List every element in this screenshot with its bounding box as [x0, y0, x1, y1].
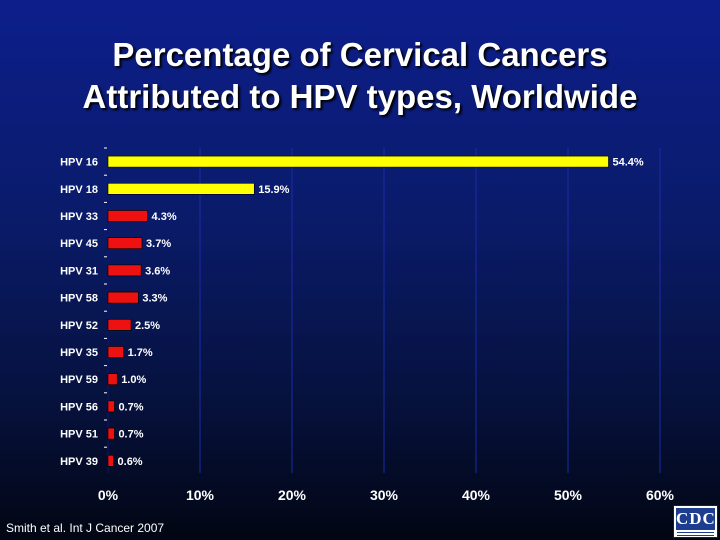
cdc-logo: CDC: [673, 505, 718, 538]
category-label: HPV 51: [60, 429, 98, 441]
cdc-logo-rule: [677, 532, 714, 533]
category-label: HPV 16: [60, 157, 98, 169]
value-label: 15.9%: [258, 184, 289, 196]
source-citation: Smith et al. Int J Cancer 2007: [6, 521, 165, 535]
category-label: HPV 18: [60, 184, 98, 196]
category-label: HPV 31: [60, 265, 98, 277]
value-label: 4.3%: [152, 211, 177, 223]
bar: [107, 210, 148, 222]
x-tick-label: 60%: [646, 487, 675, 503]
bar: [107, 454, 114, 467]
category-label: HPV 58: [60, 293, 98, 305]
x-tick-label: 30%: [370, 487, 399, 503]
bar: [107, 373, 118, 386]
x-tick-label: 40%: [462, 487, 491, 503]
value-label: 2.5%: [135, 320, 160, 332]
category-label: HPV 52: [60, 320, 98, 332]
category-label: HPV 56: [60, 401, 98, 413]
bar: [107, 318, 132, 331]
category-label: HPV 35: [60, 347, 98, 359]
value-label: 54.4%: [612, 157, 643, 169]
bar: [107, 400, 115, 413]
bar: [107, 237, 143, 249]
value-label: 0.6%: [118, 456, 143, 468]
x-tick-label: 50%: [554, 487, 583, 503]
value-label: 3.7%: [146, 238, 171, 250]
x-tick-label: 20%: [278, 487, 307, 503]
category-label: HPV 33: [60, 211, 98, 223]
bar: [107, 264, 142, 277]
cdc-logo-mark: CDC: [676, 508, 716, 530]
x-tick-label: 0%: [98, 487, 119, 503]
cdc-logo-rule: [677, 535, 714, 536]
category-label: HPV 39: [60, 456, 98, 468]
category-label: HPV 45: [60, 238, 98, 250]
x-tick-label: 10%: [186, 487, 215, 503]
bar: [107, 346, 124, 358]
value-label: 3.3%: [142, 293, 167, 305]
bar: [107, 291, 139, 304]
slide-title: Percentage of Cervical Cancers Attribute…: [0, 34, 720, 118]
value-label: 0.7%: [118, 429, 143, 441]
value-label: 1.0%: [121, 374, 146, 386]
value-label: 3.6%: [145, 265, 170, 277]
bar: [107, 183, 255, 195]
title-line-2: Attributed to HPV types, Worldwide: [82, 78, 638, 115]
category-label: HPV 59: [60, 374, 98, 386]
bar: [107, 427, 115, 440]
value-label: 0.7%: [118, 401, 143, 413]
value-label: 1.7%: [128, 347, 153, 359]
bar: [107, 155, 609, 168]
title-line-1: Percentage of Cervical Cancers: [112, 36, 608, 73]
